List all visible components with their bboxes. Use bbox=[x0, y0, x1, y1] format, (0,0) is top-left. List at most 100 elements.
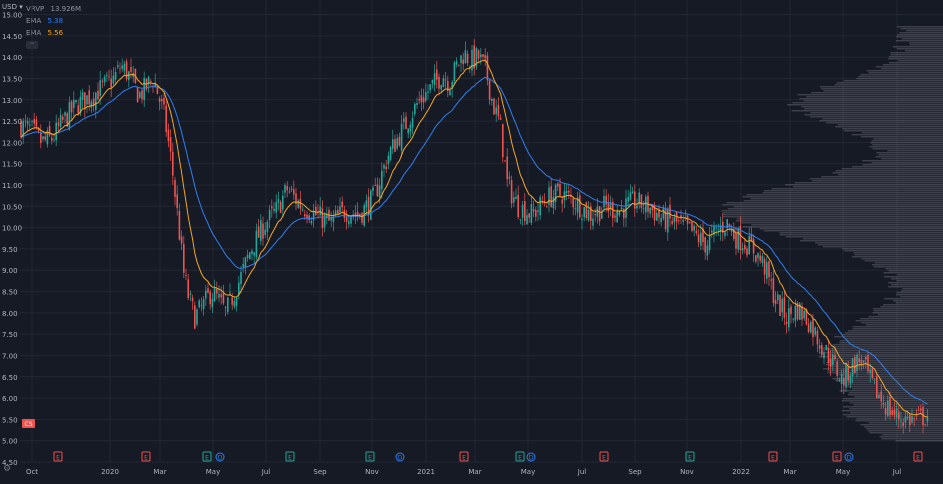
candle-body bbox=[407, 128, 409, 134]
candle-body bbox=[141, 90, 143, 100]
candle-body bbox=[504, 160, 506, 162]
candle-body bbox=[631, 191, 634, 194]
candle-body bbox=[491, 99, 493, 101]
currency-label[interactable]: USD ▾ bbox=[2, 3, 23, 11]
earnings-marker[interactable] bbox=[285, 451, 295, 462]
candle-body bbox=[139, 92, 141, 98]
earnings-marker[interactable] bbox=[202, 451, 212, 462]
candle-body bbox=[891, 410, 893, 415]
candle-body bbox=[869, 369, 871, 374]
gear-icon[interactable]: ⚙ bbox=[3, 464, 12, 474]
earnings-marker[interactable] bbox=[459, 451, 469, 462]
volume-profile-bar bbox=[843, 80, 943, 82]
candle-body bbox=[614, 215, 616, 218]
event-marker-label: E bbox=[205, 455, 209, 462]
x-tick-label: Sep bbox=[628, 468, 642, 476]
candle-body bbox=[559, 183, 561, 196]
earnings-marker[interactable] bbox=[599, 451, 609, 462]
volume-profile-bar bbox=[888, 56, 943, 58]
earnings-marker[interactable] bbox=[515, 451, 525, 462]
candle-body bbox=[805, 309, 808, 325]
candle-body bbox=[572, 198, 574, 208]
ema-slow-line bbox=[20, 76, 928, 405]
legend-ema-fast[interactable]: EMA 5.56 bbox=[26, 29, 64, 37]
candle-body bbox=[825, 344, 827, 350]
volume-profile-bar bbox=[822, 246, 943, 248]
candle-body bbox=[737, 228, 739, 250]
candle-body bbox=[227, 297, 229, 313]
dividend-marker[interactable] bbox=[526, 452, 536, 462]
earnings-marker[interactable] bbox=[685, 451, 695, 462]
earnings-marker[interactable] bbox=[53, 451, 63, 462]
volume-profile-bar bbox=[810, 112, 943, 114]
candle-body bbox=[57, 122, 60, 126]
candle-body bbox=[156, 84, 159, 95]
dividend-marker[interactable] bbox=[395, 452, 405, 462]
volume-profile-bar bbox=[865, 324, 943, 326]
y-tick-label: 5.50 bbox=[2, 416, 18, 424]
candle-body bbox=[290, 188, 293, 190]
candle-body bbox=[51, 137, 53, 141]
candle-body bbox=[735, 234, 737, 249]
candle-body bbox=[273, 208, 275, 211]
candle-body bbox=[794, 305, 797, 321]
candle-body bbox=[40, 133, 42, 144]
candle-body bbox=[315, 206, 317, 215]
candle-body bbox=[174, 180, 176, 197]
volume-profile-bar bbox=[885, 268, 943, 270]
candle-body bbox=[865, 356, 867, 360]
volume-profile-bar bbox=[843, 406, 943, 408]
candle-body bbox=[420, 95, 423, 103]
candle-body bbox=[693, 225, 695, 231]
candle-body bbox=[84, 92, 86, 109]
earnings-marker[interactable] bbox=[141, 451, 151, 462]
candle-body bbox=[433, 73, 436, 86]
candle-body bbox=[711, 230, 713, 233]
candles bbox=[20, 39, 929, 434]
event-marker-label: D bbox=[529, 455, 534, 462]
candle-body bbox=[645, 196, 647, 213]
volume-profile-bar bbox=[895, 440, 943, 442]
candle-body bbox=[473, 45, 475, 69]
candle-body bbox=[697, 234, 700, 243]
candle-body bbox=[601, 211, 603, 219]
volume-profile-bar bbox=[866, 428, 943, 430]
earnings-marker[interactable] bbox=[913, 451, 923, 462]
candle-body bbox=[636, 205, 638, 209]
volume-profile-bar bbox=[809, 116, 943, 118]
volume-profile-bar bbox=[787, 104, 943, 106]
candle-body bbox=[623, 208, 625, 219]
earnings-marker[interactable] bbox=[365, 451, 375, 462]
candle-body bbox=[301, 209, 304, 211]
volume-profile-bar bbox=[875, 156, 943, 158]
volume-profile-bar bbox=[848, 330, 943, 332]
y-tick-label: 10.50 bbox=[2, 203, 22, 211]
earnings-marker[interactable] bbox=[768, 451, 778, 462]
candle-body bbox=[436, 69, 438, 80]
candle-body bbox=[266, 222, 269, 232]
cs-badge[interactable] bbox=[22, 419, 35, 428]
candle-body bbox=[277, 199, 280, 203]
volume-profile-bar bbox=[861, 132, 943, 134]
candle-body bbox=[497, 104, 500, 117]
dividend-marker[interactable] bbox=[215, 452, 225, 462]
candle-body bbox=[803, 310, 805, 319]
volume-profile-bar bbox=[803, 100, 943, 102]
candle-body bbox=[719, 225, 722, 232]
legend-ema-slow[interactable]: EMA 5.38 bbox=[26, 17, 64, 25]
volume-profile-bar bbox=[873, 310, 943, 312]
earnings-marker[interactable] bbox=[832, 451, 842, 462]
candle-body bbox=[392, 139, 394, 149]
dividend-marker[interactable] bbox=[844, 452, 854, 462]
candle-body bbox=[845, 364, 847, 388]
candle-body bbox=[889, 396, 891, 416]
candle-body bbox=[686, 215, 689, 224]
candle-body bbox=[378, 185, 381, 198]
candle-body bbox=[469, 66, 471, 69]
volume-profile-bar bbox=[909, 42, 943, 44]
candle-body bbox=[528, 213, 530, 218]
legend-vrvp[interactable]: VRVP 13.926M bbox=[26, 5, 82, 13]
volume-profile-bar bbox=[742, 196, 943, 198]
volume-profile-bar bbox=[825, 364, 943, 366]
